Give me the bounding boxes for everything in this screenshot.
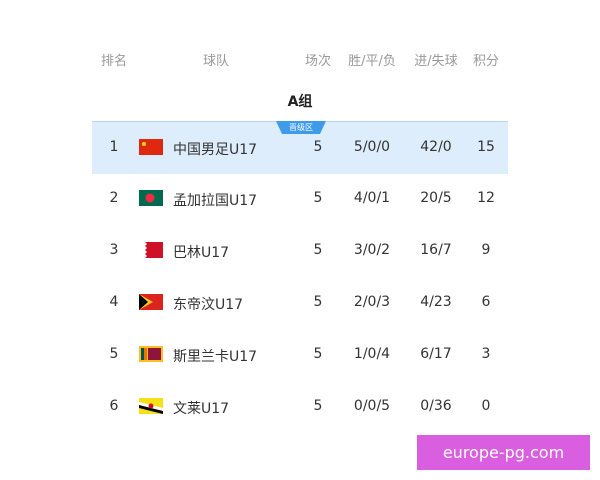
rank: 1	[109, 139, 119, 155]
table-row[interactable]: 5 斯里兰卡U17 5 1/0/4 6/17 3	[92, 329, 508, 381]
goals: 42/0	[420, 139, 452, 155]
team-name: 东帝汶U17	[173, 297, 244, 313]
win-draw-loss: 3/0/2	[353, 242, 391, 258]
goals: 16/7	[420, 242, 452, 258]
played: 5	[313, 294, 323, 310]
points: 9	[481, 242, 491, 258]
table-row[interactable]: 2 孟加拉国U17 5 4/0/1 20/5 12	[92, 173, 508, 225]
played: 5	[313, 242, 323, 258]
header-played: 场次	[304, 54, 332, 69]
points: 12	[477, 190, 495, 206]
table-row[interactable]: 3 巴林U17 5 3/0/2 16/7 9	[92, 225, 508, 277]
rank: 3	[109, 242, 119, 258]
bahrain-flag-icon	[139, 242, 163, 258]
goals: 20/5	[420, 190, 452, 206]
points: 6	[481, 294, 491, 310]
win-draw-loss: 1/0/4	[353, 346, 391, 362]
points: 3	[481, 346, 491, 362]
bangladesh-flag-icon	[139, 190, 163, 206]
table-row[interactable]: 晋级区 1 中国男足U17 5 5/0/0 42/0 15	[92, 121, 508, 174]
promotion-zone-badge: 晋级区	[276, 121, 326, 134]
watermark: europe-pg.com	[417, 435, 590, 470]
team-name: 巴林U17	[173, 245, 230, 261]
win-draw-loss: 2/0/3	[353, 294, 391, 310]
goals: 0/36	[420, 398, 452, 414]
rank: 5	[109, 346, 119, 362]
team-name: 中国男足U17	[173, 142, 258, 158]
header-wdl: 胜/平/负	[348, 54, 396, 69]
rank: 4	[109, 294, 119, 310]
goals: 4/23	[420, 294, 452, 310]
goals: 6/17	[420, 346, 452, 362]
team-name: 孟加拉国U17	[173, 193, 258, 209]
played: 5	[313, 346, 323, 362]
team-name: 文莱U17	[173, 401, 230, 417]
points: 0	[481, 398, 491, 414]
header-points: 积分	[472, 54, 500, 69]
sri-lanka-flag-icon	[139, 346, 163, 362]
table-row[interactable]: 6 文莱U17 5 0/0/5 0/36 0	[92, 381, 508, 433]
rank: 2	[109, 190, 119, 206]
header-team: 球队	[202, 54, 230, 69]
header-goals: 进/失球	[414, 54, 458, 69]
timor-leste-flag-icon	[139, 294, 163, 310]
header-rank: 排名	[100, 54, 128, 69]
played: 5	[313, 190, 323, 206]
win-draw-loss: 4/0/1	[353, 190, 391, 206]
brunei-flag-icon	[139, 398, 163, 414]
played: 5	[313, 398, 323, 414]
win-draw-loss: 0/0/5	[353, 398, 391, 414]
played: 5	[313, 139, 323, 155]
rank: 6	[109, 398, 119, 414]
win-draw-loss: 5/0/0	[353, 139, 391, 155]
team-name: 斯里兰卡U17	[173, 349, 258, 365]
group-title: A组	[287, 94, 313, 110]
table-header: 排名 球队 场次 胜/平/负 进/失球 积分	[0, 50, 600, 70]
points: 15	[477, 139, 495, 155]
china-flag-icon	[139, 139, 163, 155]
table-row[interactable]: 4 东帝汶U17 5 2/0/3 4/23 6	[92, 277, 508, 329]
